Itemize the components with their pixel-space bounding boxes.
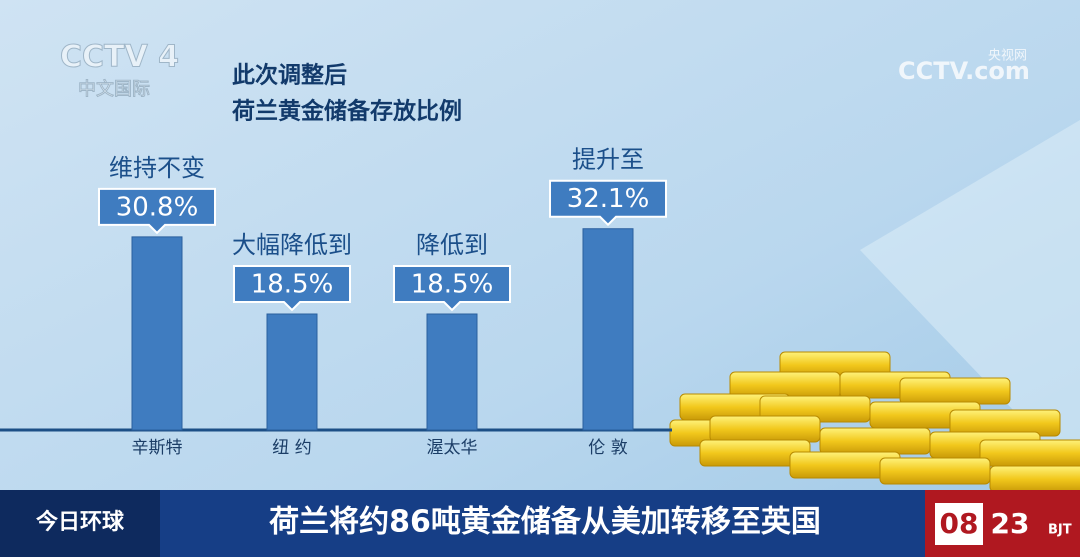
site-logo: CCTV.com — [898, 57, 1030, 85]
x-tick-label: 辛斯特 — [132, 438, 183, 458]
annotation: 大幅降低到 — [232, 231, 352, 259]
callout — [549, 179, 667, 227]
value-label: 18.5% — [411, 270, 494, 300]
channel-logo: CCTV 4 — [60, 40, 179, 75]
bar — [266, 313, 318, 431]
gold-bar — [709, 415, 821, 443]
decor — [860, 120, 1080, 480]
gold-bar — [989, 465, 1080, 493]
callout — [233, 265, 351, 312]
gold-bar — [819, 427, 931, 455]
channel-name: 中文国际 — [78, 79, 150, 100]
program-name: 今日环球 — [36, 509, 125, 535]
bar — [131, 236, 183, 431]
headline: 荷兰将约86吨黄金储备从美加转移至英国 — [269, 505, 821, 540]
x-tick-label: 纽 约 — [272, 438, 311, 458]
lower-third — [0, 490, 1080, 557]
site-name: 央视网 — [988, 49, 1027, 64]
clock-zone: BJT — [1048, 523, 1072, 538]
gold-bar — [899, 377, 1011, 405]
annotation: 降低到 — [416, 231, 488, 259]
gold-bar — [879, 457, 991, 485]
bar — [582, 228, 634, 431]
value-label: 18.5% — [251, 270, 334, 300]
clock-minute: 23 — [991, 507, 1030, 540]
callout — [393, 265, 511, 312]
bar — [426, 313, 478, 431]
program-box — [0, 490, 160, 557]
clock-hour: 08 — [940, 507, 979, 540]
callout — [98, 187, 216, 235]
chart-title: 荷兰黄金储备存放比例 — [232, 98, 462, 125]
annotation: 提升至 — [572, 146, 644, 174]
value-label: 30.8% — [116, 192, 199, 222]
gold-bar — [979, 439, 1080, 467]
x-tick-label: 渥太华 — [427, 438, 478, 458]
x-tick-label: 伦 敦 — [588, 438, 627, 458]
annotation: 维持不变 — [109, 154, 205, 182]
clock-hour-box — [935, 503, 983, 545]
gold-bars — [669, 351, 1080, 493]
value-label: 32.1% — [567, 184, 650, 214]
chart-title: 此次调整后 — [232, 62, 347, 89]
